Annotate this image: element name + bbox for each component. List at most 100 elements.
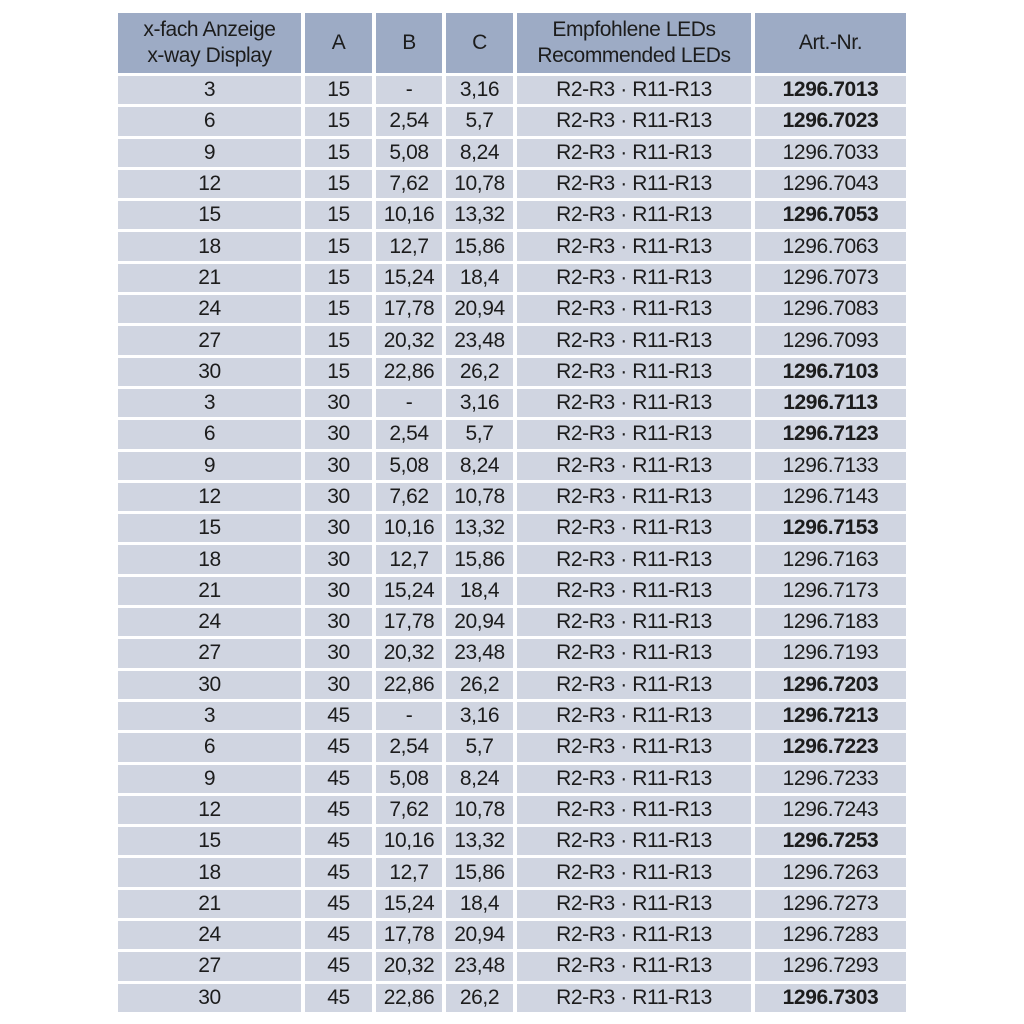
cell-b: 22,86 (376, 357, 442, 386)
cell-b: 5,08 (376, 138, 442, 167)
cell-art: 1296.7033 (755, 138, 906, 167)
header-leds-line1: Empfohlene LEDs (552, 18, 716, 41)
cell-a: 30 (305, 670, 372, 699)
cell-a: 30 (305, 420, 372, 449)
cell-art: 1296.7093 (755, 326, 906, 355)
cell-display: 24 (118, 295, 301, 324)
cell-c: 13,32 (446, 827, 513, 856)
cell-display: 18 (118, 545, 301, 574)
cell-leds: R2-R3 · R11-R13 (517, 201, 751, 230)
cell-a: 30 (305, 545, 372, 574)
cell-a: 30 (305, 514, 372, 543)
cell-display: 15 (118, 514, 301, 543)
cell-art: 1296.7163 (755, 545, 906, 574)
cell-b: 12,7 (376, 232, 442, 261)
cell-b: 22,86 (376, 983, 442, 1012)
cell-leds: R2-R3 · R11-R13 (517, 76, 751, 105)
cell-display: 27 (118, 639, 301, 668)
cell-leds: R2-R3 · R11-R13 (517, 545, 751, 574)
cell-a: 45 (305, 764, 372, 793)
cell-art: 1296.7113 (755, 388, 906, 418)
header-art-nr: Art.-Nr. (755, 13, 906, 73)
cell-art: 1296.7063 (755, 232, 906, 261)
cell-art: 1296.7303 (755, 983, 906, 1012)
cell-art: 1296.7263 (755, 858, 906, 887)
cell-b: 20,32 (376, 639, 442, 668)
cell-leds: R2-R3 · R11-R13 (517, 169, 751, 199)
cell-c: 26,2 (446, 357, 513, 386)
cell-art: 1296.7253 (755, 827, 906, 856)
cell-art: 1296.7013 (755, 76, 906, 105)
cell-b: 7,62 (376, 482, 442, 512)
cell-b: 20,32 (376, 952, 442, 981)
cell-art: 1296.7203 (755, 670, 906, 699)
cell-leds: R2-R3 · R11-R13 (517, 138, 751, 167)
cell-display: 6 (118, 420, 301, 449)
cell-b: 2,54 (376, 107, 442, 136)
header-col-c: C (446, 13, 513, 73)
cell-c: 23,48 (446, 952, 513, 981)
cell-display: 6 (118, 733, 301, 762)
cell-b: 7,62 (376, 169, 442, 199)
cell-b: 5,08 (376, 764, 442, 793)
cell-art: 1296.7273 (755, 889, 906, 919)
cell-a: 15 (305, 76, 372, 105)
cell-leds: R2-R3 · R11-R13 (517, 451, 751, 480)
cell-leds: R2-R3 · R11-R13 (517, 295, 751, 324)
cell-display: 30 (118, 670, 301, 699)
cell-c: 5,7 (446, 733, 513, 762)
cell-leds: R2-R3 · R11-R13 (517, 921, 751, 950)
cell-art: 1296.7133 (755, 451, 906, 480)
cell-display: 21 (118, 263, 301, 293)
cell-a: 45 (305, 827, 372, 856)
cell-c: 3,16 (446, 76, 513, 105)
cell-display: 15 (118, 827, 301, 856)
cell-art: 1296.7293 (755, 952, 906, 981)
cell-display: 6 (118, 107, 301, 136)
cell-c: 18,4 (446, 576, 513, 606)
cell-art: 1296.7243 (755, 795, 906, 825)
cell-b: 12,7 (376, 858, 442, 887)
cell-display: 12 (118, 482, 301, 512)
cell-leds: R2-R3 · R11-R13 (517, 326, 751, 355)
cell-c: 10,78 (446, 169, 513, 199)
cell-a: 15 (305, 169, 372, 199)
cell-c: 5,7 (446, 107, 513, 136)
cell-b: - (376, 388, 442, 418)
cell-art: 1296.7233 (755, 764, 906, 793)
cell-a: 15 (305, 201, 372, 230)
cell-display: 15 (118, 201, 301, 230)
cell-c: 10,78 (446, 795, 513, 825)
cell-display: 18 (118, 232, 301, 261)
cell-display: 27 (118, 952, 301, 981)
cell-display: 3 (118, 76, 301, 105)
cell-leds: R2-R3 · R11-R13 (517, 670, 751, 699)
cell-a: 45 (305, 858, 372, 887)
cell-a: 45 (305, 795, 372, 825)
cell-a: 15 (305, 357, 372, 386)
cell-c: 20,94 (446, 295, 513, 324)
cell-a: 45 (305, 889, 372, 919)
cell-leds: R2-R3 · R11-R13 (517, 357, 751, 386)
cell-art: 1296.7213 (755, 701, 906, 731)
table: x-fach Anzeige x-way Display A B C Empfo… (118, 13, 906, 1012)
cell-display: 21 (118, 889, 301, 919)
cell-display: 3 (118, 701, 301, 731)
cell-c: 3,16 (446, 388, 513, 418)
header-display-line2: x-way Display (147, 44, 272, 67)
cell-art: 1296.7043 (755, 169, 906, 199)
cell-display: 9 (118, 451, 301, 480)
cell-leds: R2-R3 · R11-R13 (517, 701, 751, 731)
cell-display: 9 (118, 764, 301, 793)
cell-a: 30 (305, 576, 372, 606)
cell-b: 17,78 (376, 921, 442, 950)
cell-display: 24 (118, 608, 301, 637)
cell-leds: R2-R3 · R11-R13 (517, 639, 751, 668)
cell-leds: R2-R3 · R11-R13 (517, 232, 751, 261)
cell-leds: R2-R3 · R11-R13 (517, 608, 751, 637)
cell-b: 10,16 (376, 514, 442, 543)
cell-art: 1296.7183 (755, 608, 906, 637)
cell-a: 45 (305, 701, 372, 731)
cell-a: 15 (305, 107, 372, 136)
cell-leds: R2-R3 · R11-R13 (517, 795, 751, 825)
